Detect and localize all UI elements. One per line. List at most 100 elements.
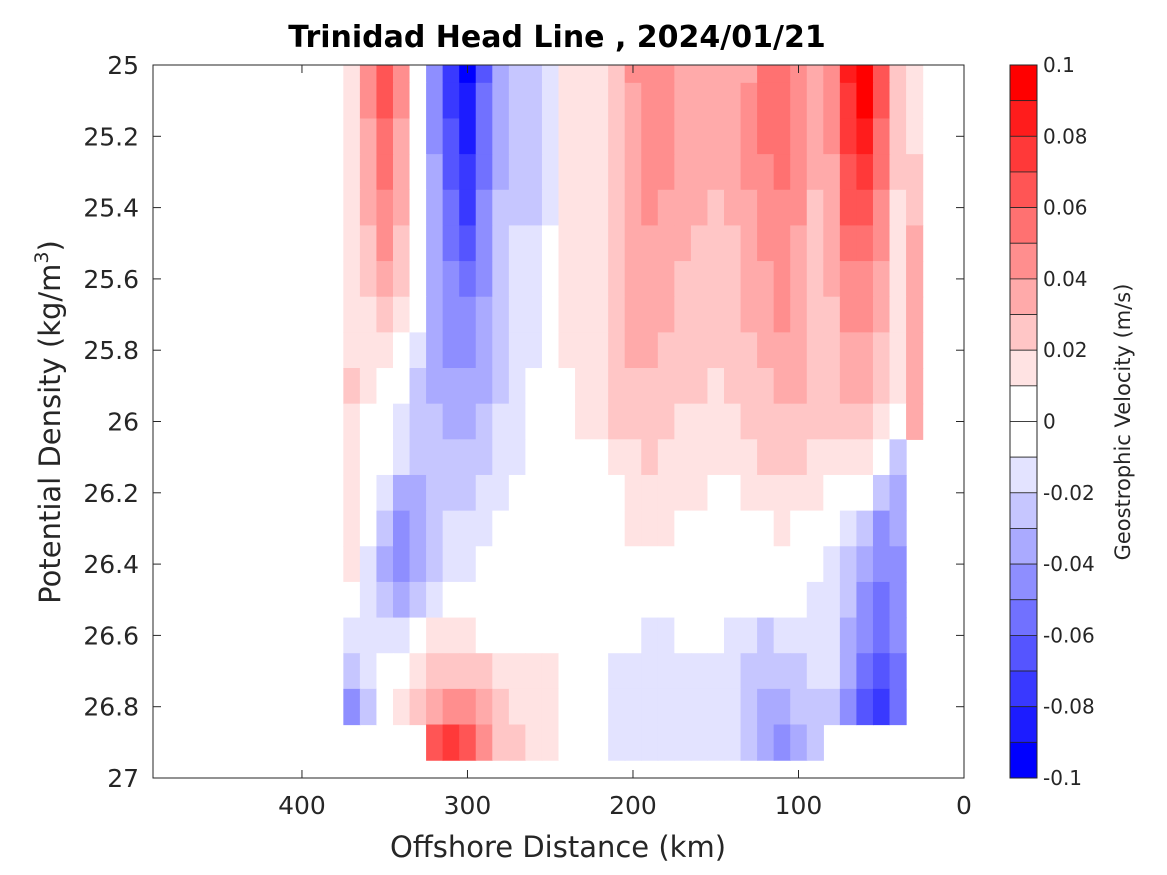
velocity-cell bbox=[823, 225, 841, 262]
velocity-cell bbox=[541, 82, 560, 120]
velocity-cell bbox=[475, 581, 493, 619]
velocity-cell bbox=[591, 154, 609, 191]
velocity-cell bbox=[392, 653, 411, 690]
velocity-cell bbox=[541, 189, 560, 227]
velocity-cell bbox=[459, 154, 477, 191]
velocity-cell bbox=[773, 296, 791, 333]
velocity-cell bbox=[508, 65, 526, 84]
velocity-cell bbox=[624, 65, 642, 84]
velocity-cell bbox=[624, 332, 642, 369]
velocity-cell bbox=[906, 189, 924, 227]
velocity-cell bbox=[757, 65, 775, 84]
velocity-cell bbox=[740, 724, 758, 761]
colorbar-segment bbox=[1009, 171, 1038, 208]
velocity-cell bbox=[409, 332, 427, 369]
velocity-cell bbox=[343, 510, 361, 547]
velocity-cell bbox=[343, 368, 361, 405]
velocity-cell bbox=[541, 65, 560, 84]
velocity-cell bbox=[409, 368, 427, 405]
velocity-cell bbox=[392, 510, 411, 547]
velocity-cell bbox=[657, 332, 675, 369]
velocity-cell bbox=[690, 688, 709, 726]
velocity-cell bbox=[624, 154, 642, 191]
velocity-cell bbox=[790, 225, 808, 262]
velocity-cell bbox=[525, 474, 543, 512]
velocity-cell bbox=[806, 510, 824, 547]
velocity-cell bbox=[508, 296, 526, 333]
velocity-cell bbox=[525, 439, 543, 476]
velocity-cell bbox=[442, 439, 460, 476]
velocity-cell bbox=[674, 82, 692, 120]
colorbar-tick-label: 0 bbox=[1043, 410, 1056, 434]
velocity-cell bbox=[409, 546, 427, 583]
velocity-cell bbox=[475, 688, 493, 726]
velocity-cell bbox=[839, 118, 858, 155]
velocity-cell bbox=[690, 82, 709, 120]
velocity-cell bbox=[740, 82, 758, 120]
velocity-cell bbox=[575, 653, 593, 690]
velocity-cell bbox=[707, 546, 725, 583]
velocity-cell bbox=[409, 581, 427, 619]
velocity-cell bbox=[906, 296, 924, 333]
velocity-cell bbox=[839, 546, 858, 583]
velocity-cell bbox=[359, 225, 378, 262]
velocity-cell bbox=[492, 581, 510, 619]
velocity-cell bbox=[806, 474, 824, 512]
velocity-cell bbox=[657, 118, 675, 155]
velocity-cell bbox=[343, 82, 361, 120]
velocity-cell bbox=[591, 65, 609, 84]
velocity-cell bbox=[426, 510, 444, 547]
velocity-cell bbox=[558, 546, 576, 583]
velocity-cell bbox=[442, 724, 460, 761]
velocity-cell bbox=[740, 617, 758, 654]
velocity-cell bbox=[707, 510, 725, 547]
velocity-cell bbox=[343, 474, 361, 512]
velocity-cell bbox=[442, 154, 460, 191]
velocity-cell bbox=[508, 474, 526, 512]
velocity-cell bbox=[392, 546, 411, 583]
velocity-cell bbox=[426, 296, 444, 333]
velocity-cell bbox=[839, 474, 858, 512]
velocity-cell bbox=[591, 82, 609, 120]
velocity-cell bbox=[591, 189, 609, 227]
velocity-cell bbox=[591, 581, 609, 619]
velocity-cell bbox=[508, 439, 526, 476]
velocity-cell bbox=[641, 261, 659, 298]
velocity-cell bbox=[558, 261, 576, 298]
velocity-cell bbox=[608, 546, 626, 583]
velocity-cell bbox=[889, 82, 907, 120]
velocity-cell bbox=[806, 332, 824, 369]
velocity-cell bbox=[442, 688, 460, 726]
velocity-cell bbox=[707, 65, 725, 84]
velocity-cell bbox=[690, 546, 709, 583]
velocity-cell bbox=[459, 653, 477, 690]
velocity-cell bbox=[757, 688, 775, 726]
velocity-cell bbox=[575, 65, 593, 84]
velocity-cell bbox=[657, 403, 675, 440]
velocity-cell bbox=[657, 439, 675, 476]
velocity-cell bbox=[657, 510, 675, 547]
velocity-cell bbox=[376, 546, 394, 583]
velocity-cell bbox=[889, 474, 907, 512]
velocity-cell bbox=[575, 474, 593, 512]
velocity-cell bbox=[359, 65, 378, 84]
velocity-cell bbox=[359, 403, 378, 440]
velocity-cell bbox=[442, 546, 460, 583]
colorbar-segment bbox=[1009, 456, 1038, 494]
velocity-cell bbox=[740, 581, 758, 619]
colorbar-tick-label: -0.06 bbox=[1043, 623, 1095, 647]
velocity-cell bbox=[707, 296, 725, 333]
velocity-cell bbox=[575, 225, 593, 262]
velocity-cell bbox=[674, 118, 692, 155]
velocity-cell bbox=[392, 581, 411, 619]
velocity-cell bbox=[575, 296, 593, 333]
velocity-cell bbox=[392, 368, 411, 405]
velocity-cell bbox=[343, 154, 361, 191]
velocity-cell bbox=[872, 546, 891, 583]
y-tick-label: 26.4 bbox=[83, 550, 139, 579]
velocity-cell bbox=[525, 581, 543, 619]
velocity-cell bbox=[674, 65, 692, 84]
velocity-cell bbox=[806, 724, 824, 761]
velocity-cell bbox=[608, 474, 626, 512]
velocity-cell bbox=[591, 474, 609, 512]
